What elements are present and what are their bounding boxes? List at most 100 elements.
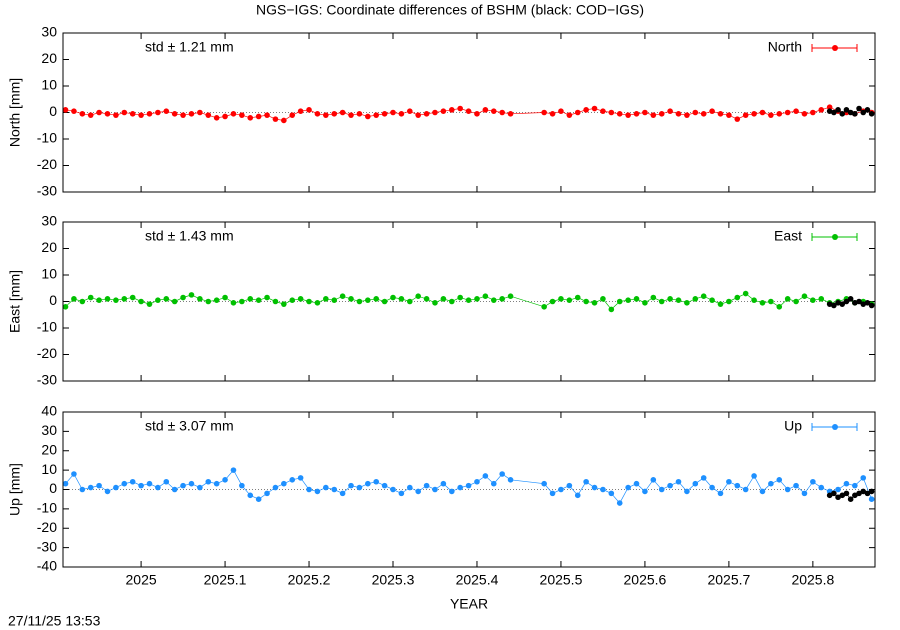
data-point bbox=[759, 300, 766, 306]
y-tick-label: 0 bbox=[49, 103, 57, 119]
data-point bbox=[717, 301, 724, 307]
data-point bbox=[339, 293, 346, 300]
data-point bbox=[62, 304, 69, 310]
data-point bbox=[700, 293, 707, 300]
data-point bbox=[155, 297, 161, 303]
data-point bbox=[465, 108, 472, 114]
data-point bbox=[583, 298, 589, 305]
data-point bbox=[633, 296, 640, 302]
data-point bbox=[759, 488, 766, 495]
data-point bbox=[499, 109, 505, 116]
data-point bbox=[490, 480, 497, 487]
data-point bbox=[843, 490, 850, 497]
data-point bbox=[482, 293, 489, 300]
data-point bbox=[864, 107, 871, 113]
data-point bbox=[759, 109, 766, 116]
data-point bbox=[197, 484, 203, 491]
data-point bbox=[247, 115, 254, 121]
data-point bbox=[407, 298, 413, 305]
data-point bbox=[768, 298, 774, 305]
data-point bbox=[717, 111, 724, 117]
series-line bbox=[65, 469, 872, 504]
data-point bbox=[616, 111, 623, 117]
data-point bbox=[642, 488, 648, 495]
data-point bbox=[507, 111, 514, 117]
data-point bbox=[818, 107, 825, 113]
data-point bbox=[831, 109, 837, 116]
data-point bbox=[365, 480, 371, 487]
data-point bbox=[751, 111, 757, 117]
data-point bbox=[801, 490, 808, 497]
data-point bbox=[835, 486, 841, 493]
data-point bbox=[62, 107, 69, 113]
data-point bbox=[625, 484, 631, 491]
x-tick-label: 2025.7 bbox=[707, 572, 750, 588]
data-point bbox=[826, 104, 833, 110]
data-point bbox=[339, 490, 346, 497]
y-tick-label: -30 bbox=[37, 372, 57, 388]
data-point bbox=[667, 108, 673, 114]
data-point bbox=[129, 294, 136, 301]
data-point bbox=[87, 112, 94, 118]
data-point bbox=[742, 290, 749, 297]
data-point bbox=[465, 297, 472, 303]
data-point bbox=[448, 488, 455, 495]
data-point bbox=[868, 496, 875, 502]
data-point bbox=[96, 297, 102, 303]
data-point bbox=[700, 111, 707, 117]
data-point bbox=[717, 490, 724, 497]
plot-frame bbox=[62, 221, 876, 382]
y-tick-label: 40 bbox=[41, 403, 57, 419]
data-point bbox=[62, 480, 69, 487]
data-point bbox=[642, 109, 648, 116]
data-point bbox=[423, 296, 430, 302]
data-point bbox=[297, 296, 304, 302]
series-line bbox=[65, 293, 872, 310]
data-point bbox=[314, 488, 321, 495]
legend-marker bbox=[832, 45, 838, 51]
data-point bbox=[583, 107, 589, 113]
data-point bbox=[768, 480, 774, 487]
y-tick-label: -20 bbox=[37, 519, 57, 535]
data-point bbox=[856, 105, 862, 112]
y-tick-label: -20 bbox=[37, 345, 57, 361]
y-tick-label: 10 bbox=[41, 77, 57, 93]
data-point bbox=[222, 294, 228, 301]
data-point bbox=[247, 296, 254, 302]
data-point bbox=[726, 298, 732, 305]
data-point bbox=[96, 109, 102, 116]
data-point bbox=[356, 298, 363, 305]
x-tick-label: 2025.3 bbox=[372, 572, 415, 588]
y-tick-label: -10 bbox=[37, 319, 57, 335]
data-point bbox=[272, 298, 279, 305]
data-point bbox=[264, 490, 270, 497]
data-point bbox=[776, 111, 783, 117]
data-point bbox=[608, 490, 615, 497]
data-point bbox=[574, 294, 581, 301]
data-point bbox=[365, 297, 371, 303]
y-tick-label: -20 bbox=[37, 156, 57, 172]
data-point bbox=[213, 480, 220, 487]
data-point bbox=[289, 477, 296, 483]
data-point bbox=[264, 112, 270, 118]
data-point bbox=[650, 112, 657, 118]
data-point bbox=[499, 296, 505, 302]
data-point bbox=[448, 298, 455, 305]
data-point bbox=[306, 486, 312, 493]
data-point bbox=[281, 480, 287, 487]
data-point bbox=[314, 111, 321, 117]
data-point bbox=[574, 492, 581, 499]
data-point bbox=[348, 482, 354, 489]
data-point bbox=[734, 294, 741, 301]
data-point bbox=[507, 293, 514, 300]
x-tick-label: 2025.5 bbox=[540, 572, 583, 588]
data-point bbox=[71, 108, 77, 114]
data-point bbox=[793, 108, 799, 114]
data-point bbox=[616, 298, 623, 305]
std-annotation: std ± 1.21 mm bbox=[145, 39, 234, 55]
data-point bbox=[860, 109, 867, 116]
data-point bbox=[583, 478, 589, 485]
data-point bbox=[751, 297, 757, 303]
data-point bbox=[197, 109, 203, 116]
data-point bbox=[457, 484, 463, 491]
